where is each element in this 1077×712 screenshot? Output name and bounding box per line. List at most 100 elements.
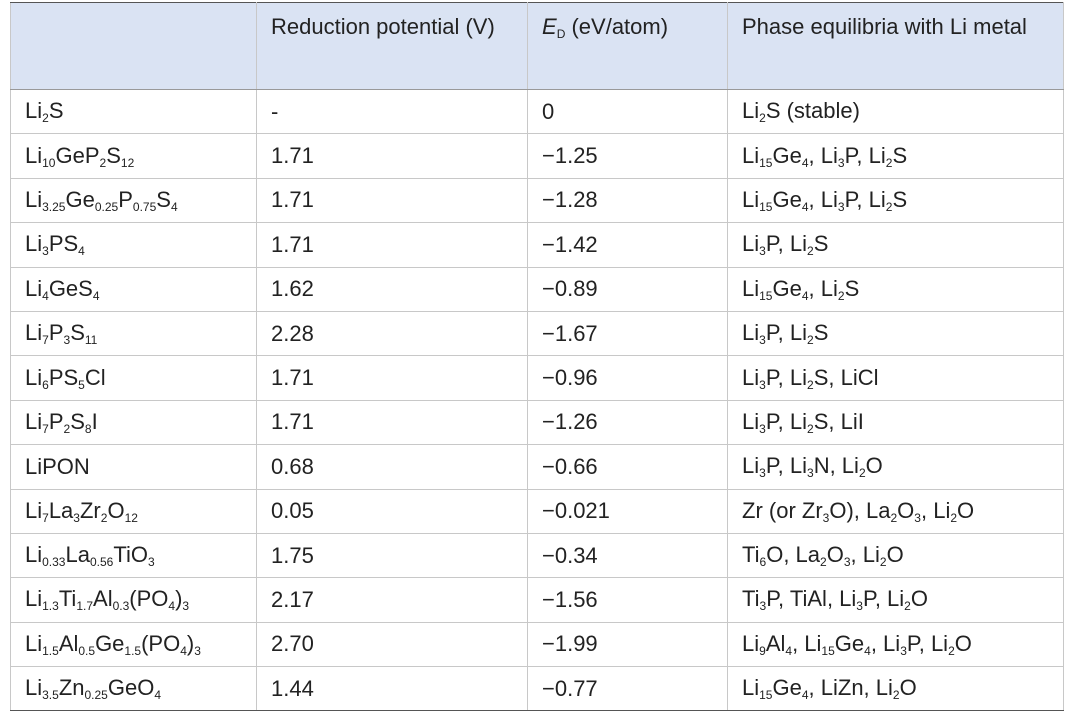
table-cell: 2.70	[256, 622, 528, 668]
table-row: Li10GeP2S12 1.71 −1.25 Li15Ge4, Li3P, Li2S	[10, 133, 1064, 179]
text: P, Li	[765, 453, 807, 479]
text: (eV/atom)	[565, 14, 669, 39]
table-cell: Li1.5Al0.5Ge1.5(PO4)3	[10, 622, 257, 668]
text: Li	[742, 320, 760, 346]
text: , Li	[850, 542, 880, 568]
table-cell: 1.71	[256, 222, 528, 268]
table-cell: 1.71	[256, 133, 528, 179]
text: , Li	[808, 186, 838, 212]
text: Li	[25, 320, 43, 346]
table-cell: −1.67	[527, 311, 728, 357]
text: Li	[742, 231, 760, 257]
table-cell: −0.66	[527, 444, 728, 490]
subscript: 6	[759, 555, 767, 570]
subscript: 3	[42, 244, 49, 259]
subscript: 3	[822, 510, 830, 525]
text: Zr (or Zr	[742, 497, 823, 523]
text: Li	[742, 275, 760, 301]
text: S	[892, 142, 908, 168]
table-cell: −0.34	[527, 533, 728, 579]
subscript: 4	[154, 688, 162, 703]
text: S (stable)	[765, 98, 860, 124]
subscript: 3	[759, 421, 766, 436]
text: P, Li	[844, 142, 886, 168]
header-cell: Phase equilibria with Li metal	[727, 2, 1064, 90]
subscript: 3.5	[42, 688, 59, 703]
subscript: 5	[78, 377, 85, 392]
text: , Li	[808, 142, 838, 168]
subscript: 2	[820, 555, 827, 570]
table-row: Li1.5Al0.5Ge1.5(PO4)3 2.70 −1.99 Li9Al4, Li…	[10, 622, 1064, 668]
subscript: 2	[890, 510, 898, 525]
table-cell: −1.42	[527, 222, 728, 268]
subscript: 0.25	[84, 688, 108, 703]
subscript: 7	[42, 510, 49, 525]
table-cell: Li3P, Li2S, LiI	[727, 400, 1064, 446]
table-cell: Li15Ge4, Li3P, Li2S	[727, 178, 1064, 224]
text: O), La	[829, 497, 891, 523]
table-cell: Li7P3S11	[10, 311, 257, 357]
table-cell: Li3P, Li2S	[727, 311, 1064, 357]
subscript: 0.5	[78, 643, 96, 658]
table-row: Li2S -0 Li2S (stable)	[10, 89, 1064, 135]
table-cell: 1.71	[256, 400, 528, 446]
subscript: 3	[837, 199, 845, 214]
subscript: 2	[948, 643, 955, 658]
text: Li	[742, 98, 760, 124]
table-cell: Li7P2S8I	[10, 400, 257, 446]
subscript: 0.75	[132, 199, 157, 214]
table-row: Li7P3S11 2.28 −1.67 Li3P, Li2S	[10, 311, 1064, 357]
table-row: Li4GeS4 1.62 −0.89 Li15Ge4, Li2S	[10, 267, 1064, 312]
subscript: 12	[120, 155, 135, 170]
text: Ge	[772, 186, 802, 212]
table-row: Li1.3Ti1.7Al0.3(PO4)3 2.17 −1.56 Ti3P, TiAl…	[10, 577, 1064, 623]
text: Ti	[742, 542, 760, 568]
text: S, LiCl	[813, 364, 879, 390]
table-cell: Li3.25Ge0.25P0.75S4	[10, 178, 257, 224]
text: Ge	[772, 275, 802, 301]
table-cell: −0.77	[527, 666, 728, 712]
text: GeP	[55, 142, 100, 168]
subscript: 0.56	[89, 555, 114, 570]
table-cell: Li1.3Ti1.7Al0.3(PO4)3	[10, 577, 257, 623]
table-row: Li0.33La0.56TiO3 1.75 −0.34 Ti6O, La2O3, Li…	[10, 533, 1064, 579]
text: Ti	[742, 586, 760, 612]
subscript: 4	[801, 688, 809, 703]
text: Zn	[58, 675, 85, 701]
table-cell: Ti6O, La2O3, Li2O	[727, 533, 1064, 579]
text: O	[865, 453, 883, 479]
subscript: 3.25	[42, 199, 66, 214]
table-row: Li6PS5Cl 1.71 −0.96 Li3P, Li2S, LiCl	[10, 355, 1064, 401]
text: O	[957, 497, 975, 523]
subscript: 15	[759, 288, 773, 303]
text: Li	[742, 408, 760, 434]
text: Ge	[65, 186, 95, 212]
table-cell: Li9Al4, Li15Ge4, Li3P, Li2O	[727, 622, 1064, 668]
table-row: Li3PS4 1.71 −1.42 Li3P, Li2S	[10, 222, 1064, 268]
text: Li	[25, 231, 43, 257]
text: O	[897, 497, 915, 523]
text: Li	[25, 408, 43, 434]
table-cell: Li15Ge4, LiZn, Li2O	[727, 666, 1064, 712]
text: N, Li	[813, 453, 859, 479]
subscript: 4	[801, 199, 809, 214]
text: Al	[58, 630, 79, 656]
text: Ge	[772, 142, 802, 168]
text: Li	[25, 142, 43, 168]
table-cell: 1.44	[256, 666, 528, 712]
subscript: 0.25	[94, 199, 119, 214]
subscript: 3	[759, 244, 766, 259]
text: S	[106, 142, 121, 168]
subscript: 2	[100, 510, 108, 525]
table-cell: −0.96	[527, 355, 728, 401]
subscript: 7	[42, 421, 49, 436]
table-cell: 1.75	[256, 533, 528, 579]
subscript: 3	[63, 333, 71, 348]
table-cell: 0	[527, 89, 728, 135]
subscript: 3	[759, 377, 766, 392]
text: S	[156, 186, 171, 212]
table-cell: Li4GeS4	[10, 267, 257, 312]
subscript: 7	[42, 333, 49, 348]
subscript: 2	[885, 155, 893, 170]
table-cell: Li6PS5Cl	[10, 355, 257, 401]
